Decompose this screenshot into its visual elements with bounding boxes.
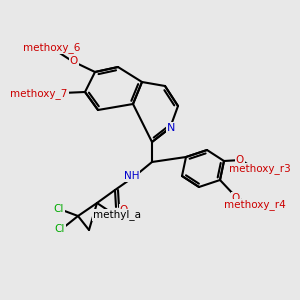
Text: Cl: Cl bbox=[54, 204, 64, 214]
Text: methoxy_6: methoxy_6 bbox=[23, 43, 81, 53]
Text: O: O bbox=[60, 88, 68, 98]
Text: NH: NH bbox=[124, 171, 140, 181]
Text: methoxy_7: methoxy_7 bbox=[10, 88, 68, 100]
Text: methoxy_r4: methoxy_r4 bbox=[224, 200, 286, 211]
Text: O: O bbox=[236, 155, 244, 165]
Text: methoxy_r3: methoxy_r3 bbox=[229, 164, 291, 175]
Text: O: O bbox=[70, 56, 78, 66]
Text: methyl_a: methyl_a bbox=[93, 209, 141, 220]
Text: O: O bbox=[232, 193, 240, 203]
Text: N: N bbox=[167, 123, 175, 133]
Text: Cl: Cl bbox=[55, 224, 65, 234]
Text: O: O bbox=[120, 205, 128, 215]
